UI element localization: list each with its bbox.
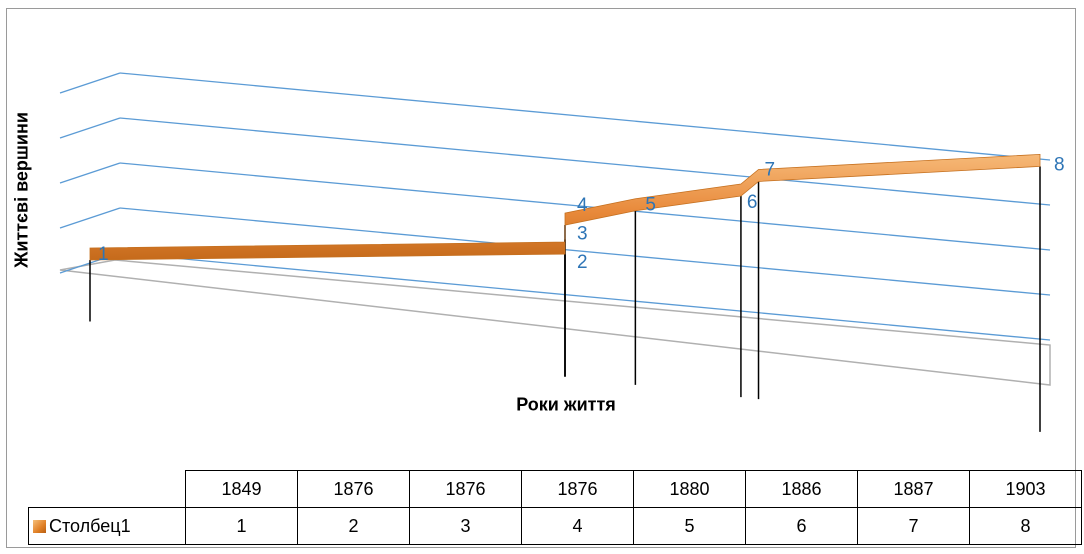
y-axis-title: Життєві вершини xyxy=(11,112,32,268)
data-table-category: 1886 xyxy=(745,470,858,508)
gridline xyxy=(119,117,1051,206)
data-table-corner xyxy=(29,471,186,508)
drop-lines xyxy=(89,166,1041,432)
data-label: 2 xyxy=(577,252,588,273)
series-ribbon xyxy=(89,153,1041,261)
gridline xyxy=(119,72,1051,161)
gridline xyxy=(119,252,1051,341)
data-table-value: 5 xyxy=(633,507,746,545)
chart-area xyxy=(6,8,1076,548)
data-table-category: 1887 xyxy=(857,470,970,508)
gridline-side xyxy=(59,162,121,184)
data-table-value: 8 xyxy=(969,507,1082,545)
data-table-value: 2 xyxy=(297,507,410,545)
data-table-category: 1849 xyxy=(185,470,298,508)
gridline-side xyxy=(59,207,121,229)
data-table-value: 4 xyxy=(521,507,634,545)
data-label: 5 xyxy=(645,195,656,216)
gridline-side xyxy=(59,117,121,139)
legend-label: Столбец1 xyxy=(49,515,131,536)
chart-floor xyxy=(59,259,1051,386)
chart-walls xyxy=(59,259,1051,386)
legend-entry: Столбец1 xyxy=(28,507,186,545)
data-table-header-row: 1849 1876 1876 1876 1880 1886 1887 1903 xyxy=(29,470,1082,508)
data-table-value: 1 xyxy=(185,507,298,545)
data-table-category: 1903 xyxy=(969,470,1082,508)
data-label: 1 xyxy=(98,244,109,265)
data-label: 7 xyxy=(765,159,776,180)
data-table-category: 1876 xyxy=(521,470,634,508)
series-ribbon-shape xyxy=(89,153,1041,261)
gridlines xyxy=(59,72,1051,341)
data-label: 6 xyxy=(747,192,758,213)
gridline xyxy=(119,207,1051,296)
data-table-category: 1876 xyxy=(409,470,522,508)
gridline xyxy=(119,162,1051,251)
data-table-value: 7 xyxy=(857,507,970,545)
gridline-side xyxy=(59,72,121,94)
legend-swatch xyxy=(33,519,46,533)
data-labels: 1 2 3 4 5 67 8 xyxy=(98,154,1065,273)
data-label: 3 xyxy=(577,224,588,245)
data-table: 1849 1876 1876 1876 1880 1886 1887 1903 Столбец… xyxy=(28,470,1082,545)
data-table-value: 3 xyxy=(409,507,522,545)
data-table-category: 1876 xyxy=(297,470,410,508)
data-table-value: 6 xyxy=(745,507,858,545)
data-label: 8 xyxy=(1054,154,1065,175)
data-table-category: 1880 xyxy=(633,470,746,508)
x-axis-title: Роки життя xyxy=(516,394,616,415)
data-label: 4 xyxy=(577,195,588,216)
